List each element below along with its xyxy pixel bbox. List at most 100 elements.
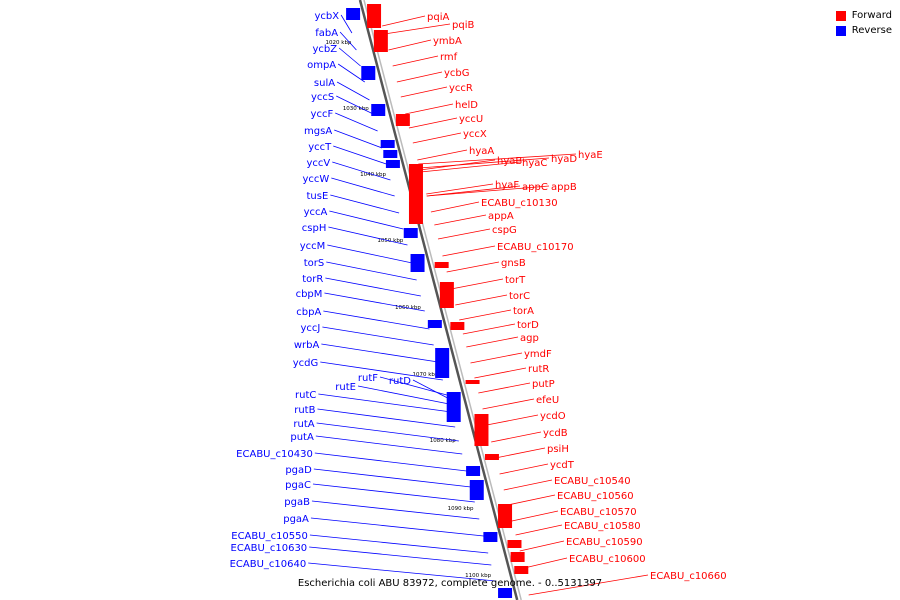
gene-label-reverse: ycdG — [293, 358, 319, 369]
scale-tick-label: 1030 kbp — [343, 106, 369, 112]
gene-leader-reverse — [334, 129, 383, 149]
gene-label-forward: appA — [488, 211, 514, 222]
gene-leader-reverse — [309, 546, 492, 566]
gene-leader-forward — [507, 494, 556, 506]
gene-leader-forward — [482, 398, 535, 410]
reverse-gene-block — [483, 532, 498, 542]
gene-label-forward: gnsB — [501, 258, 526, 269]
gene-leader-forward — [446, 261, 500, 273]
gene-leader-reverse — [330, 194, 400, 214]
gene-label-forward: ECABU_c10130 — [481, 198, 558, 209]
gene-label-forward: ycbG — [444, 68, 470, 79]
gene-label-forward: yccU — [459, 114, 483, 125]
gene-label-reverse: fabA — [315, 28, 338, 39]
gene-leader-forward — [499, 463, 549, 475]
scale-tick-label: 1020 kbp — [326, 40, 352, 46]
gene-label-reverse: cspH — [302, 223, 327, 234]
gene-label-forward: rmf — [440, 52, 458, 63]
gene-label-reverse: rutE — [335, 382, 356, 393]
gene-leader-reverse — [339, 31, 357, 51]
gene-leader-forward — [437, 228, 491, 240]
reverse-gene-block — [466, 466, 481, 476]
gene-leader-forward — [408, 117, 458, 129]
reverse-gene-block — [346, 8, 361, 20]
gene-label-reverse: ECABU_c10550 — [231, 531, 308, 542]
reverse-gene-block — [361, 66, 376, 80]
gene-leader-reverse — [331, 177, 395, 197]
gene-label-reverse: wrbA — [294, 340, 320, 351]
gene-label-forward: rutR — [528, 364, 549, 375]
scale-tick-label: 1090 kbp — [448, 506, 474, 512]
reverse-gene-block — [435, 348, 450, 378]
gene-leader-forward — [511, 510, 559, 522]
reverse-gene-block — [385, 160, 400, 168]
gene-label-forward: ECABU_c10580 — [564, 521, 641, 532]
forward-gene-block — [465, 380, 480, 384]
forward-gene-block — [510, 552, 525, 562]
scale-tick-label: 1100 kbp — [465, 573, 491, 579]
forward-gene-block — [408, 164, 423, 224]
gene-leader-reverse — [324, 292, 425, 312]
forward-gene-block — [434, 262, 449, 268]
gene-leader-reverse — [322, 326, 434, 346]
gene-leader-reverse — [316, 422, 459, 442]
gene-leader-forward — [418, 153, 577, 165]
gene-leader-forward — [524, 557, 568, 569]
gene-leader-reverse — [332, 161, 391, 181]
gene-leader-forward — [486, 414, 539, 426]
gene-label-reverse: putA — [290, 432, 314, 443]
gene-leader-forward — [405, 103, 454, 115]
gene-label-reverse: pgaD — [285, 465, 312, 476]
gene-leader-forward — [417, 149, 468, 161]
gene-label-reverse: tusE — [307, 191, 329, 202]
gene-label-forward: ECABU_c10590 — [566, 537, 643, 548]
gene-label-reverse: pgaA — [283, 514, 309, 525]
gene-label-forward: agp — [520, 333, 539, 344]
forward-gene-block — [439, 282, 454, 308]
reverse-gene-block — [383, 150, 398, 158]
gene-leader-forward — [430, 201, 480, 213]
gene-label-reverse: ompA — [307, 60, 336, 71]
gene-leader-forward — [382, 15, 426, 27]
gene-label-forward: hyaA — [469, 146, 494, 157]
gene-label-reverse: yccT — [308, 142, 332, 153]
legend-label-reverse: Reverse — [851, 25, 892, 36]
gene-label-forward: putP — [532, 379, 555, 390]
genome-caption: Escherichia coli ABU 83972, complete gen… — [297, 578, 603, 589]
reverse-gene-block — [427, 320, 442, 328]
forward-gene-block — [498, 504, 513, 528]
gene-leader-forward — [384, 23, 451, 35]
gene-leader-reverse — [310, 517, 484, 537]
genome-backbone — [358, 0, 519, 600]
gene-leader-reverse — [326, 261, 417, 281]
gene-label-forward: ymbA — [433, 36, 462, 47]
gene-label-forward: hyaD — [551, 154, 577, 165]
gene-leader-forward — [419, 157, 550, 169]
gene-leader-reverse — [317, 408, 456, 428]
gene-label-reverse: torR — [302, 274, 323, 285]
gene-label-forward: ycdO — [540, 411, 566, 422]
gene-leader-reverse — [357, 385, 450, 405]
gene-label-reverse: ycbX — [314, 11, 339, 22]
gene-leader-forward — [495, 447, 546, 459]
gene-leader-forward — [426, 185, 550, 197]
legend-swatch-reverse — [835, 25, 846, 36]
gene-leader-forward — [392, 55, 439, 67]
gene-leader-forward — [503, 479, 553, 491]
gene-label-forward: ymdF — [524, 349, 552, 360]
legend: Forward Reverse — [835, 8, 892, 38]
gene-label-reverse: yccV — [307, 158, 331, 169]
legend-item-reverse: Reverse — [835, 23, 892, 38]
forward-gene-block — [367, 4, 382, 28]
gene-leader-forward — [455, 294, 508, 306]
gene-leader-reverse — [309, 534, 489, 554]
gene-leader-reverse — [329, 210, 404, 230]
gene-label-reverse: cbpM — [296, 289, 323, 300]
gene-leader-forward — [515, 524, 563, 536]
gene-leader-reverse — [321, 343, 439, 363]
gene-label-reverse: yccS — [311, 92, 334, 103]
gene-leader-forward — [388, 39, 432, 51]
gene-label-reverse: mgsA — [304, 126, 332, 137]
gene-leader-forward — [491, 431, 542, 443]
